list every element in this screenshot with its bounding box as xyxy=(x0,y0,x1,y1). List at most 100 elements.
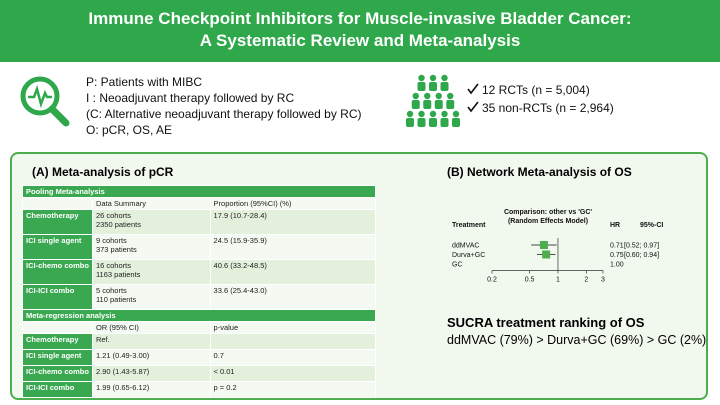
table-row: Chemotherapy 26 cohorts 2350 patients 17.9 … xyxy=(22,209,377,235)
x-tick-label: 3 xyxy=(601,277,605,284)
pico-item: P: Patients with MIBC xyxy=(86,75,203,89)
table-cell: Ref. xyxy=(91,333,211,350)
people-icon xyxy=(406,74,460,127)
cell-line: 110 patients xyxy=(95,295,137,304)
person-head xyxy=(452,110,460,118)
cell-line: 5 cohorts xyxy=(95,286,127,295)
cell-line: 2350 patients xyxy=(95,220,141,229)
forest-title: (Random Effects Model) xyxy=(508,218,588,225)
table-cell: 2.90 (1.43-5.87) xyxy=(91,365,211,382)
row-label: ICI-chemo combo xyxy=(22,259,93,285)
hr-marker xyxy=(539,241,548,249)
row-label: ICI-ICI combo xyxy=(22,381,93,398)
person-head xyxy=(418,74,425,82)
x-tick-label: 2 xyxy=(584,277,588,284)
ci-label: [0.60; 0.94] xyxy=(624,252,659,259)
treatment-label: Durva+GC xyxy=(452,252,485,259)
table-row: ICI-ICI combo 1.99 (0.65-6.12) p = 0.2 xyxy=(22,381,377,398)
hr-label: 0.71 xyxy=(610,243,624,250)
table-row: Chemotherapy Ref. xyxy=(22,333,377,350)
person-body xyxy=(440,118,449,127)
column-header: OR (95% CI) xyxy=(91,321,211,334)
column-header-row: Data Summary Proportion (95%CI) (%) xyxy=(22,197,377,210)
column-header: Proportion (95%CI) (%) xyxy=(209,197,377,210)
sucra-text: ddMVAC (79%) > Durva+GC (69%) > GC (2%) xyxy=(447,333,707,347)
pico-item: O: pCR, OS, AE xyxy=(86,123,173,137)
person-head xyxy=(447,92,454,100)
person-body xyxy=(446,100,455,109)
section-heading: Meta-regression analysis xyxy=(22,309,376,322)
table-cell: 1.21 (0.49-3.00) xyxy=(91,349,211,366)
row-label: ICI-chemo combo xyxy=(22,365,93,382)
sucra-title: SUCRA treatment ranking of OS xyxy=(447,315,645,330)
row-label: Chemotherapy xyxy=(22,209,93,235)
search-icon xyxy=(20,76,70,127)
table-row: ICI single agent 1.21 (0.49-3.00) 0.7 xyxy=(22,349,377,366)
hr-marker xyxy=(542,250,551,259)
table-cell: 1.99 (0.65-6.12) xyxy=(91,381,211,398)
person-head xyxy=(435,92,442,100)
row-label: ICI single agent xyxy=(22,349,93,366)
cell-line: 373 patients xyxy=(95,245,137,254)
table-cell: < 0.01 xyxy=(209,365,377,382)
cell-line: 26 cohorts xyxy=(95,211,131,220)
table-cell: 17.9 (10.7-28.4) xyxy=(209,209,377,235)
person-body xyxy=(417,82,426,91)
table-cell: 16 cohorts 1163 patients xyxy=(91,259,211,285)
x-tick-label: 0.2 xyxy=(487,277,497,284)
empty-cell xyxy=(22,197,93,210)
column-header: HR xyxy=(610,222,620,229)
section-heading: Pooling Meta-analysis xyxy=(22,185,376,198)
forest-title: Comparison: other vs 'GC' xyxy=(504,209,592,216)
treatment-label: ddMVAC xyxy=(452,243,480,250)
table-cell: 9 cohorts 373 patients xyxy=(91,234,211,260)
x-tick-label: 0.5 xyxy=(525,277,535,284)
study-item: 35 non-RCTs (n = 2,964) xyxy=(482,101,614,115)
table-cell: 24.5 (15.9-35.9) xyxy=(209,234,377,260)
table-cell: p = 0.2 xyxy=(209,381,377,398)
cell-line: 1163 patients xyxy=(95,270,141,279)
person-body xyxy=(423,100,432,109)
column-header: Data Summary xyxy=(91,197,211,210)
row-label: ICI single agent xyxy=(22,234,93,260)
table-cell: 26 cohorts 2350 patients xyxy=(91,209,211,235)
person-body xyxy=(440,82,449,91)
row-label: Chemotherapy xyxy=(22,333,93,350)
treatment-label: GC xyxy=(452,262,463,269)
column-header: 95%-CI xyxy=(640,222,663,229)
empty-cell xyxy=(209,333,377,350)
person-head xyxy=(441,110,448,118)
person-body xyxy=(429,118,437,127)
person-body xyxy=(429,82,437,91)
table-row: ICI-chemo combo 2.90 (1.43-5.87) < 0.01 xyxy=(22,365,377,382)
person-body xyxy=(411,100,420,109)
row-label: ICI-ICI combo xyxy=(22,284,93,310)
person-head xyxy=(412,92,419,100)
pico-item: I : Neoadjuvant therapy followed by RC xyxy=(86,91,295,105)
title-line: Immune Checkpoint Inhibitors for Muscle-… xyxy=(88,9,632,28)
column-header: Treatment xyxy=(452,222,486,229)
person-head xyxy=(406,110,414,118)
table-cell: 40.6 (33.2-48.5) xyxy=(209,259,377,285)
person-head xyxy=(429,74,437,82)
header: Immune Checkpoint Inhibitors for Muscle-… xyxy=(0,0,720,62)
column-header-row: OR (95% CI) p-value xyxy=(22,321,377,334)
table-row: ICI-ICI combo 5 cohorts 110 patients 33.6 (… xyxy=(22,284,377,310)
check-icons xyxy=(467,83,479,113)
ci-label: [0.52; 0.97] xyxy=(624,243,659,250)
column-header: p-value xyxy=(209,321,377,334)
hr-label: 1.00 xyxy=(610,262,624,269)
person-body xyxy=(452,118,460,127)
cell-line: 9 cohorts xyxy=(95,236,127,245)
person-body xyxy=(417,118,426,127)
table-cell: 5 cohorts 110 patients xyxy=(91,284,211,310)
table-row: ICI single agent 9 cohorts 373 patients 24.… xyxy=(22,234,377,260)
title-line: A Systematic Review and Meta-analysis xyxy=(199,31,521,50)
x-tick-label: 1 xyxy=(556,277,560,284)
section-row: Meta-regression analysis xyxy=(22,309,376,322)
person-head xyxy=(441,74,448,82)
study-item: 12 RCTs (n = 5,004) xyxy=(482,83,590,97)
table-cell: 0.7 xyxy=(209,349,377,366)
pico-item: (C: Alternative neoadjuvant therapy foll… xyxy=(86,107,362,121)
